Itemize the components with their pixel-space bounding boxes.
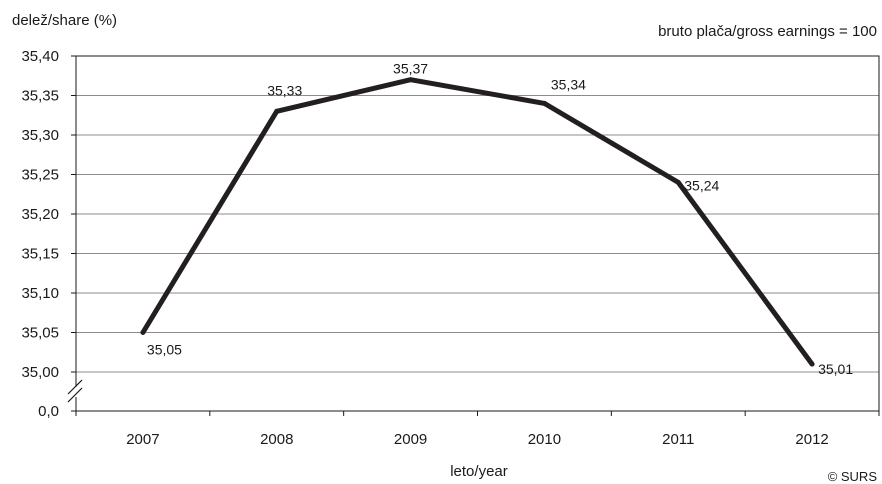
y-tick-label: 35,05 xyxy=(21,325,59,342)
data-label: 35,33 xyxy=(267,82,302,98)
axes xyxy=(67,55,880,412)
axis-break-mark xyxy=(67,387,83,403)
y-tick-label: 35,00 xyxy=(21,364,59,381)
axis-break-mark xyxy=(67,379,83,395)
data-label: 35,01 xyxy=(818,361,853,377)
series-line xyxy=(140,77,815,366)
data-point xyxy=(809,361,815,367)
data-point xyxy=(274,108,280,114)
data-point xyxy=(140,330,146,335)
x-axis-ticks: 2007 2008 2009 2010 2011 2012 xyxy=(75,411,880,448)
data-point xyxy=(541,100,547,106)
x-tick-label: 2008 xyxy=(260,431,293,448)
y-tick-label: 35,25 xyxy=(21,167,59,184)
x-tick-label: 2009 xyxy=(394,431,427,448)
plot-frame xyxy=(75,55,880,412)
x-tick-label: 2007 xyxy=(126,431,159,448)
y-tick-label: 35,35 xyxy=(21,88,59,105)
y-axis-title: delež/share (%) xyxy=(12,12,117,29)
y-tick-label: 35,40 xyxy=(21,48,59,65)
axis-break-gap xyxy=(67,387,85,397)
source-credit: © SURS xyxy=(828,469,878,484)
data-label: 35,05 xyxy=(147,342,182,358)
y-tick-label: 35,15 xyxy=(21,246,59,263)
x-axis-title: leto/year xyxy=(450,463,508,480)
y-tick-label: 35,10 xyxy=(21,285,59,302)
data-point xyxy=(675,179,681,185)
y-tick-label: 35,20 xyxy=(21,206,59,223)
y-tick-label: 0,0 xyxy=(38,403,59,420)
x-tick-label: 2012 xyxy=(795,431,828,448)
x-tick-label: 2011 xyxy=(662,431,694,448)
data-label: 35,34 xyxy=(551,76,586,92)
y-axis-ticks: 35,40 35,35 35,30 35,25 35,20 35,15 35,10 35,05… xyxy=(21,48,76,420)
data-label: 35,37 xyxy=(393,61,428,77)
x-tick-label: 2010 xyxy=(528,431,561,448)
data-labels: 35,05 35,33 35,37 35,34 35,24 35,01 xyxy=(147,61,853,377)
data-label: 35,24 xyxy=(684,177,719,193)
series-layer xyxy=(140,77,815,367)
chart-note: bruto plača/gross earnings = 100 xyxy=(658,23,877,40)
y-tick-label: 35,30 xyxy=(21,127,59,144)
data-point xyxy=(408,77,414,83)
gridlines xyxy=(76,95,879,373)
